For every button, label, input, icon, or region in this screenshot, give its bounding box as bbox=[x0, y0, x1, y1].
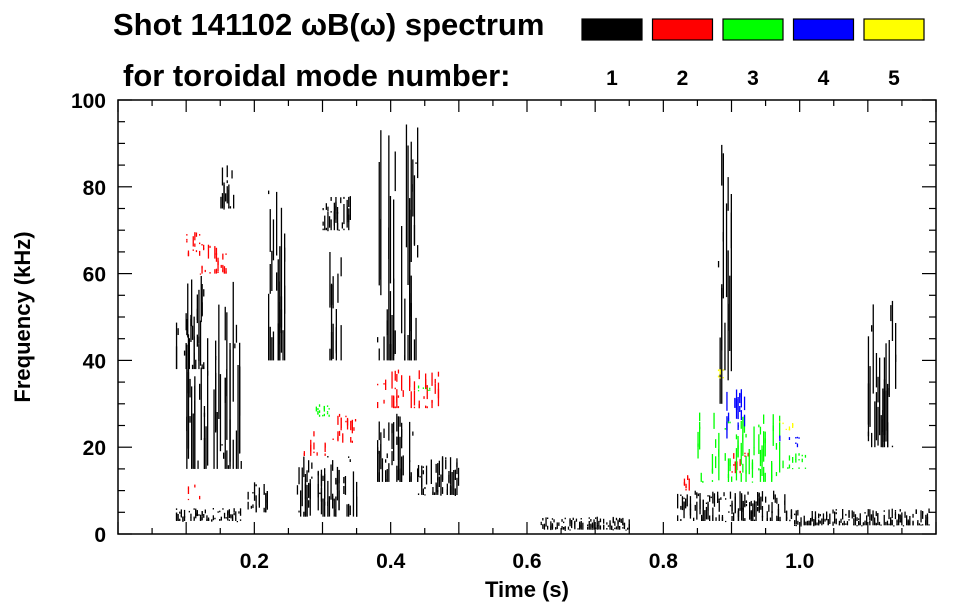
mode-2-region-7 bbox=[187, 484, 201, 501]
series-mode-5 bbox=[717, 369, 794, 431]
mode-1-region-12 bbox=[677, 490, 788, 523]
mode-1-region-5 bbox=[247, 482, 268, 513]
mode-1-region-7 bbox=[322, 196, 351, 232]
series-mode-1 bbox=[175, 124, 930, 531]
spectrogram-data bbox=[175, 124, 930, 531]
x-tick-label: 0.4 bbox=[376, 550, 406, 573]
x-tick-label: 0.8 bbox=[649, 550, 679, 573]
mode-3-region-1 bbox=[782, 453, 807, 470]
series-mode-3 bbox=[315, 385, 807, 483]
y-tick-label: 0 bbox=[94, 524, 106, 547]
y-tick-label: 100 bbox=[71, 90, 106, 113]
legend-swatch-3 bbox=[722, 18, 784, 41]
chart-title: Shot 141102 ωB(ω) spectrum bbox=[113, 7, 544, 42]
legend-label-1: 1 bbox=[606, 67, 618, 90]
mode-1-region-13 bbox=[786, 508, 930, 527]
series-mode-2 bbox=[186, 232, 749, 501]
legend-label-3: 3 bbox=[747, 67, 759, 90]
y-axis: 0 20 40 60 80 100 bbox=[71, 90, 936, 547]
mode-1-region-9 bbox=[377, 413, 419, 482]
y-axis-label: Frequency (kHz) bbox=[10, 231, 35, 402]
mode-1-region-0 bbox=[175, 283, 205, 370]
mode-1-region-1 bbox=[175, 508, 242, 523]
x-axis: 0.2 0.4 0.6 0.8 1.0 bbox=[117, 100, 937, 573]
y-tick-label: 80 bbox=[83, 177, 106, 200]
mode-3-region-2 bbox=[315, 404, 330, 417]
x-axis-label: Time (s) bbox=[485, 577, 569, 602]
legend-label-5: 5 bbox=[888, 67, 900, 90]
legend-label-2: 2 bbox=[677, 67, 689, 90]
mode-1-region-15 bbox=[867, 300, 897, 448]
mode-1-region-11 bbox=[417, 456, 460, 496]
mode-1-region-14 bbox=[717, 144, 732, 404]
mode-5-region-1 bbox=[717, 369, 724, 379]
mode-1-region-3 bbox=[220, 165, 235, 210]
mode-2-region-2 bbox=[303, 431, 326, 456]
mode-1-region-8 bbox=[329, 252, 342, 361]
mode-3-region-0 bbox=[697, 412, 781, 483]
legend-label-4: 4 bbox=[818, 67, 830, 90]
mode-1-region-10 bbox=[377, 124, 419, 361]
legend: 1 2 3 4 5 bbox=[581, 18, 925, 90]
mode-4-region-0 bbox=[726, 389, 746, 439]
x-tick-label: 0.2 bbox=[240, 550, 269, 573]
mode-2-region-0 bbox=[186, 232, 201, 257]
mode-5-region-0 bbox=[779, 421, 794, 431]
mode-2-region-3 bbox=[332, 413, 357, 443]
mode-1-region-16 bbox=[540, 516, 630, 531]
series-mode-4 bbox=[726, 389, 800, 448]
mode-1-region-4 bbox=[268, 190, 286, 361]
legend-swatch-2 bbox=[651, 18, 714, 41]
x-tick-label: 0.6 bbox=[512, 550, 541, 573]
legend-swatch-4 bbox=[792, 18, 855, 41]
mode-2-region-5 bbox=[683, 475, 690, 491]
y-tick-label: 40 bbox=[83, 350, 106, 373]
legend-swatch-5 bbox=[863, 18, 925, 41]
y-tick-label: 20 bbox=[83, 437, 106, 460]
mode-1-region-2 bbox=[186, 276, 242, 469]
mode-1-region-6 bbox=[296, 456, 358, 517]
y-tick-label: 60 bbox=[83, 264, 106, 287]
mode-2-region-4 bbox=[377, 369, 440, 409]
chart-subtitle: for toroidal mode number: bbox=[123, 58, 511, 93]
mode-4-region-1 bbox=[779, 435, 800, 448]
x-tick-label: 1.0 bbox=[785, 550, 814, 573]
legend-swatch-1 bbox=[581, 18, 643, 41]
mode-3-region-3 bbox=[417, 385, 431, 392]
mode-2-region-1 bbox=[199, 244, 227, 275]
